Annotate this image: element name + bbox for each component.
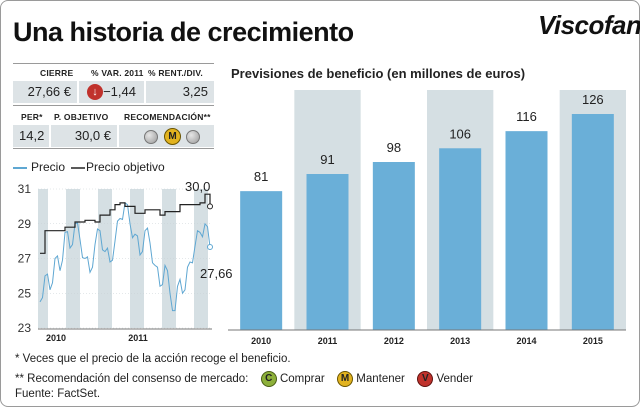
value-per: 14,2 [19,128,45,143]
stock-y-tick: 23 [18,321,32,335]
stock-y-tick: 29 [18,217,32,231]
stats-mid-rule [13,105,214,106]
value-cierre: 27,66 € [27,84,71,99]
bar-category-label: 2013 [450,336,470,346]
price-legend-swatch [13,167,27,169]
header-per: PER* [21,112,43,122]
bar-category-label: 2012 [384,336,404,346]
down-arrow-icon: ↓ [87,84,103,100]
bar-category-label: 2014 [516,336,536,346]
comprar-label: Comprar [279,373,325,386]
target-line [40,193,211,254]
footnote-recommendation: ** Recomendación del consenso de mercado… [15,371,473,387]
gray-circle-icon [144,130,158,144]
stock-x-label: 2010 [46,333,66,343]
bar [240,191,283,330]
mantener-label: Mantener [356,373,405,386]
header-objetivo: P. OBJETIVO [54,112,109,122]
footnote-source: Fuente: FactSet. [15,388,101,400]
value-rent: 3,25 [182,84,208,99]
value-rent-cell: 3,25 [146,81,214,103]
target-legend-swatch [71,167,85,169]
bar [571,114,614,330]
value-objetivo-cell: 30,0 € [51,125,117,147]
stock-y-tick: 31 [18,182,32,196]
bar-value-label: 116 [516,109,537,124]
bar [505,131,548,330]
price-end-marker [207,244,213,251]
vender-label: Vender [436,373,473,386]
stock-y-tick: 25 [18,286,32,300]
header-recomendacion: RECOMENDACIÓN** [124,112,211,122]
bar-value-label: 106 [449,126,471,141]
stock-band [162,189,176,328]
header-var: % VAR. 2011 [91,68,144,78]
bar [372,162,415,330]
bar-category-label: 2010 [251,336,271,346]
stats-top-rule [13,63,214,64]
header-cierre: CIERRE [40,68,74,78]
mantener-badge-icon: M [164,128,181,145]
stock-y-tick: 27 [18,252,32,266]
vender-badge-icon: V [417,371,434,387]
stock-x-label: 2011 [128,333,148,343]
footnote-recommendation-label: ** Recomendación del consenso de mercado… [15,373,249,386]
target-end-label: 30,0 [185,179,210,194]
mantener-badge-icon: M [337,371,354,387]
bar-chart-title: Previsiones de beneficio (en millones de… [231,66,526,81]
stats-bottom-rule [13,148,214,149]
brand-logo: Viscofan [538,10,640,40]
value-per-cell: 14,2 [13,125,49,147]
value-objetivo: 30,0 € [74,128,111,143]
bar-value-label: 98 [387,140,401,155]
bar-value-label: 126 [582,92,604,107]
target-end-marker [207,203,213,210]
stock-band [38,189,48,328]
header-rent: % RENT./DIV. [148,68,203,78]
bar [306,174,349,330]
legend-target: Precio objetivo [86,160,165,174]
footnote-per: * Veces que el precio de la acción recog… [15,353,291,365]
recommendation-cell: M [119,125,214,147]
comprar-badge-icon: C [260,371,277,387]
bar [439,148,482,330]
page-title: Una historia de crecimiento [13,17,354,47]
value-var-cell: ↓ −1,44 [79,81,144,103]
value-var: −1,44 [103,84,136,99]
bar-category-label: 2011 [318,336,338,346]
bar-value-label: 81 [254,169,268,184]
bar-category-label: 2015 [583,336,603,346]
bar-value-label: 91 [320,152,334,167]
value-cierre-cell: 27,66 € [13,81,77,103]
legend-price: Precio [31,160,66,174]
price-end-label: 27,66 [200,266,233,281]
gray-circle-icon [186,130,200,144]
